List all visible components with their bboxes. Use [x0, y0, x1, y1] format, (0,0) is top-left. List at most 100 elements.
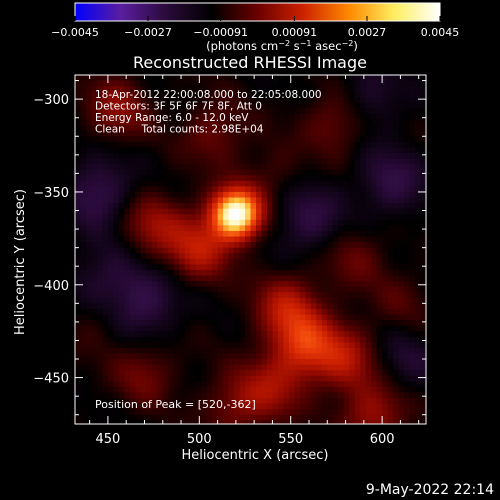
heatmap-cell: [129, 164, 136, 171]
heatmap-cell: [245, 414, 251, 421]
heatmap-cell: [409, 141, 416, 148]
heatmap-cell: [349, 392, 356, 399]
heatmap-cell: [201, 158, 208, 165]
heatmap-cell: [294, 409, 301, 416]
heatmap-cell: [129, 97, 136, 104]
heatmap-cell: [255, 230, 262, 237]
heatmap-cell: [146, 180, 153, 187]
heatmap-cell: [212, 292, 218, 299]
heatmap-cell: [146, 336, 153, 343]
heatmap-cell: [140, 186, 147, 193]
heatmap-cell: [135, 108, 142, 115]
heatmap-cell: [217, 80, 224, 87]
colorbar-tick-label: −0.0045: [51, 26, 99, 39]
heatmap-cell: [277, 364, 284, 371]
heatmap-cell: [80, 102, 87, 109]
heatmap-cell: [261, 203, 268, 210]
heatmap-cell: [420, 331, 426, 338]
heatmap-cell: [255, 253, 262, 260]
heatmap-cell: [173, 175, 180, 182]
heatmap-cell: [179, 247, 186, 254]
heatmap-cell: [338, 347, 345, 354]
heatmap-cell: [234, 97, 240, 104]
heatmap-cell: [184, 392, 191, 399]
heatmap-cell: [415, 102, 421, 109]
heatmap-cell: [382, 409, 389, 416]
heatmap-cell: [206, 175, 213, 182]
heatmap-cell: [382, 303, 389, 310]
heatmap-cell: [294, 281, 301, 288]
heatmap-cell: [168, 286, 175, 293]
heatmap-cell: [409, 247, 416, 254]
heatmap-cell: [146, 130, 153, 137]
heatmap-cell: [272, 75, 279, 81]
heatmap-cell: [255, 80, 262, 87]
heatmap-cell: [387, 119, 394, 126]
heatmap-cell: [387, 359, 394, 365]
heatmap-cell: [316, 175, 323, 182]
heatmap-cell: [266, 347, 273, 354]
heatmap-cell: [332, 359, 339, 365]
heatmap-cell: [321, 219, 328, 226]
heatmap-cell: [75, 269, 81, 276]
heatmap-cell: [332, 386, 339, 393]
heatmap-cell: [179, 242, 186, 249]
heatmap-cell: [387, 292, 394, 299]
heatmap-cell: [404, 102, 410, 109]
heatmap-cell: [239, 186, 246, 193]
heatmap-cell: [387, 353, 394, 360]
heatmap-cell: [102, 320, 109, 327]
heatmap-cell: [415, 264, 421, 271]
heatmap-cell: [305, 386, 312, 393]
heatmap-cell: [228, 359, 235, 365]
heatmap-cell: [212, 186, 218, 193]
heatmap-cell: [332, 147, 339, 154]
heatmap-cell: [316, 208, 323, 215]
heatmap-cell: [151, 175, 158, 182]
heatmap-cell: [365, 91, 372, 98]
heatmap-cell: [409, 353, 416, 360]
heatmap-cell: [261, 314, 268, 321]
heatmap-cell: [223, 125, 229, 132]
heatmap-cell: [404, 264, 410, 271]
heatmap-cell: [184, 264, 191, 271]
heatmap-cell: [404, 180, 410, 187]
heatmap-cell: [206, 409, 213, 416]
heatmap-cell: [420, 320, 426, 327]
heatmap-cell: [360, 320, 367, 327]
heatmap-cell: [316, 164, 323, 171]
heatmap-cell: [151, 203, 158, 210]
heatmap-cell: [135, 230, 142, 237]
heatmap-cell: [310, 164, 317, 171]
heatmap-cell: [146, 136, 153, 143]
heatmap-cell: [162, 286, 169, 293]
heatmap-cell: [85, 147, 92, 154]
heatmap-cell: [316, 381, 323, 388]
heatmap-cell: [184, 342, 191, 349]
heatmap-cell: [415, 113, 421, 120]
heatmap-cell: [327, 219, 334, 226]
heatmap-cell: [255, 197, 262, 204]
heatmap-cell: [382, 108, 389, 115]
heatmap-cell: [146, 403, 153, 410]
heatmap-cell: [420, 175, 426, 182]
heatmap-cell: [382, 414, 389, 421]
heatmap-cell: [162, 269, 169, 276]
heatmap-cell: [146, 242, 153, 249]
heatmap-cell: [212, 308, 218, 315]
heatmap-cell: [415, 297, 421, 304]
heatmap-cell: [212, 136, 218, 143]
heatmap-cell: [96, 80, 103, 87]
heatmap-cell: [255, 264, 262, 271]
heatmap-cell: [332, 314, 339, 321]
heatmap-cell: [157, 364, 164, 371]
heatmap-cell: [245, 75, 251, 81]
heatmap-cell: [277, 136, 284, 143]
heatmap-cell: [129, 275, 136, 282]
heatmap-cell: [234, 175, 240, 182]
heatmap-cell: [343, 386, 350, 393]
heatmap-cell: [332, 208, 339, 215]
heatmap-cell: [332, 175, 339, 182]
heatmap-cell: [415, 398, 421, 404]
heatmap-cell: [124, 375, 131, 382]
